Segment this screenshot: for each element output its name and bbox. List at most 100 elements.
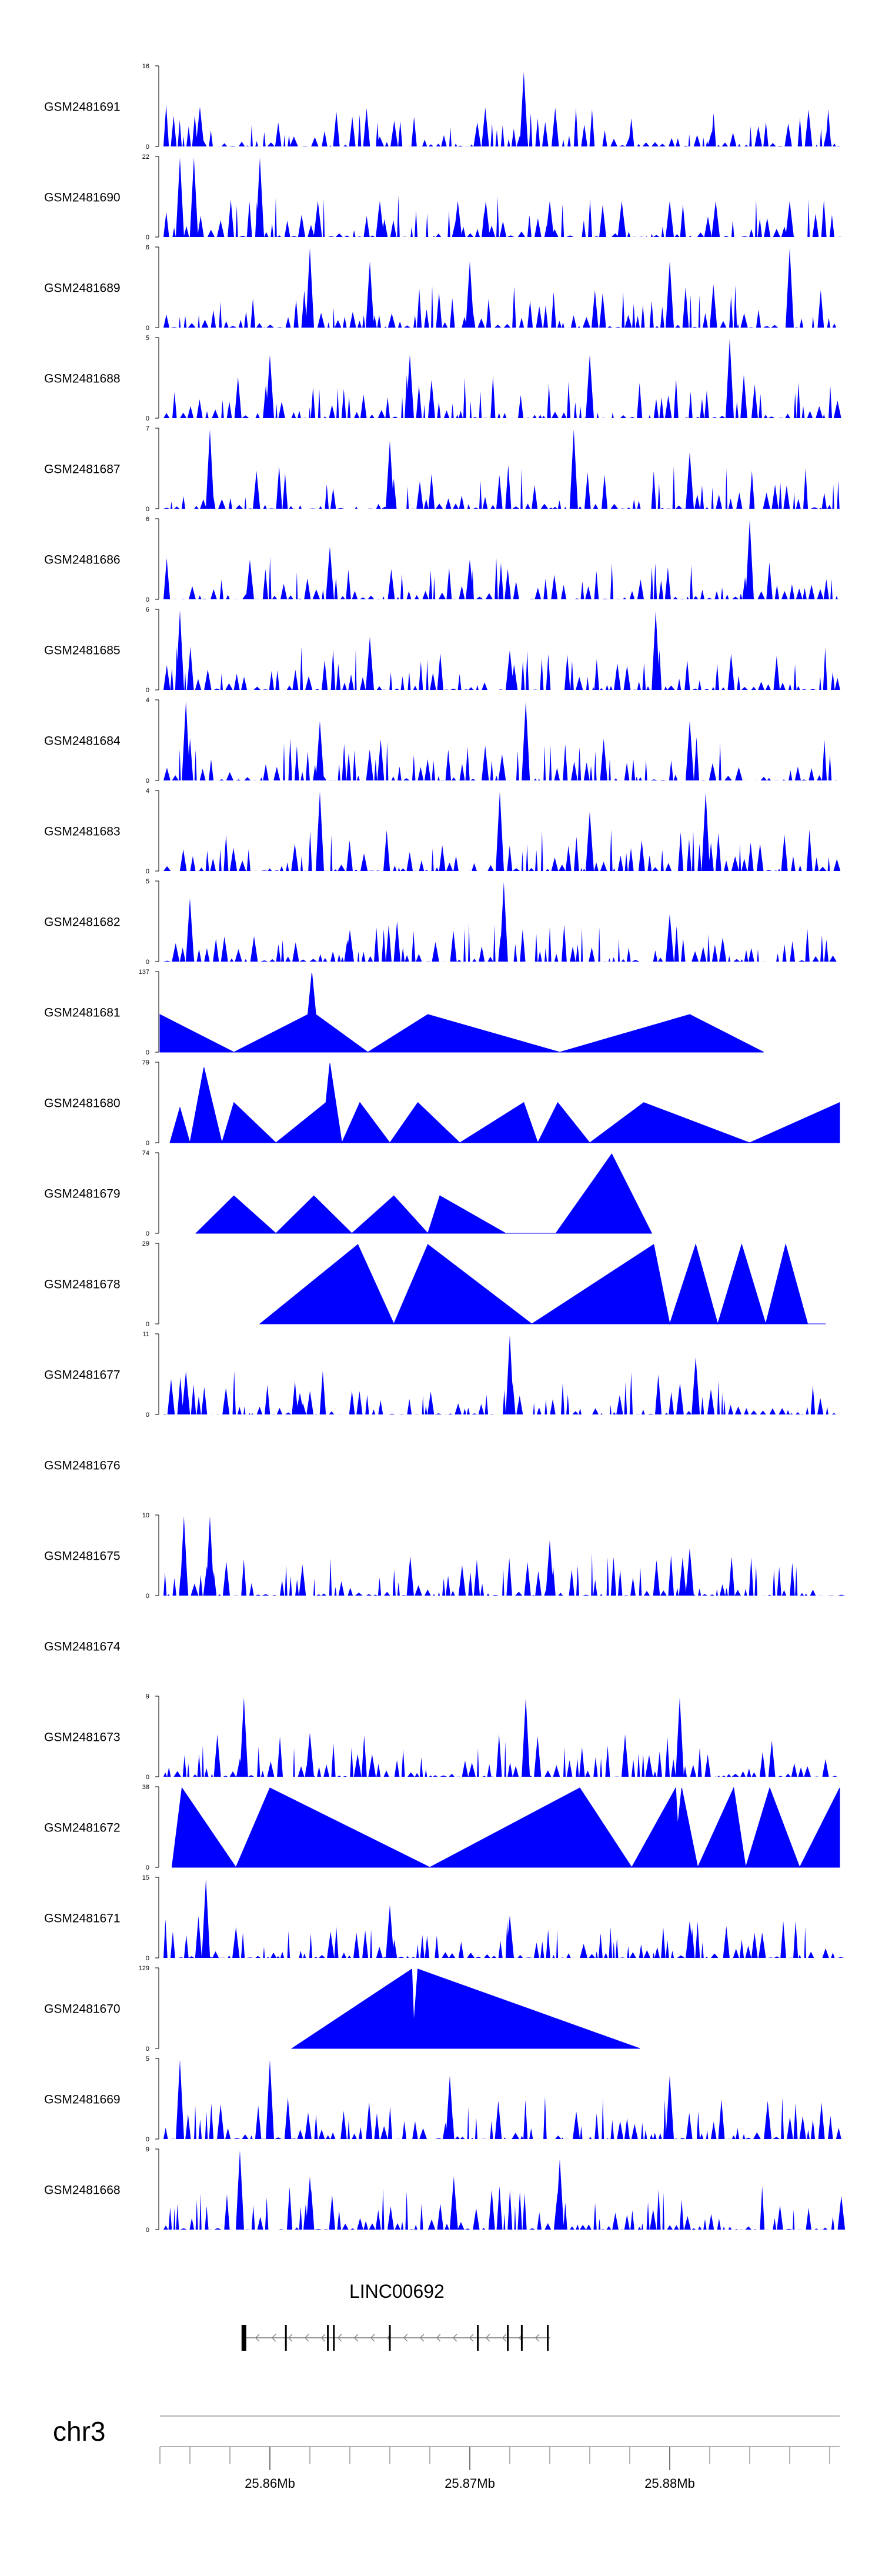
track: GSM2481669 5 0 — [44, 2056, 841, 2143]
peak — [306, 1733, 314, 1777]
peak — [519, 72, 528, 146]
peak — [189, 158, 198, 237]
track: GSM2481671 15 0 — [44, 1874, 844, 1962]
track-label: GSM2481689 — [44, 282, 121, 295]
peak — [666, 261, 674, 328]
gene-name: LINC00692 — [349, 2281, 445, 2302]
y-max-label: 9 — [146, 2146, 149, 2153]
track-label: GSM2481673 — [44, 1731, 121, 1744]
y-zero-label: 0 — [146, 1140, 149, 1147]
peak — [556, 2159, 564, 2230]
peak — [522, 1697, 530, 1777]
peak — [686, 452, 694, 509]
peak — [449, 2177, 458, 2230]
y-max-label: 129 — [139, 1965, 149, 1972]
peak — [686, 1548, 694, 1596]
peak — [666, 201, 674, 237]
strand-arrow — [337, 2334, 342, 2342]
peak — [686, 720, 694, 780]
track-label: GSM2481678 — [44, 1278, 121, 1292]
y-max-label: 7 — [146, 425, 149, 432]
peak — [256, 158, 264, 237]
track: GSM2481677 11 0 — [44, 1331, 840, 1419]
peak — [176, 2060, 184, 2139]
peak — [182, 701, 191, 780]
peak — [406, 355, 414, 418]
track-label: GSM2481682 — [44, 916, 121, 929]
coverage-area — [159, 972, 764, 1053]
chromosome-label: chr3 — [53, 2416, 105, 2447]
y-max-label: 137 — [139, 969, 149, 976]
y-max-label: 79 — [142, 1059, 149, 1066]
exon — [547, 2325, 549, 2351]
track: GSM2481690 22 0 — [44, 154, 842, 241]
track-label: GSM2481674 — [44, 1640, 121, 1654]
track: GSM2481679 74 0 — [44, 1150, 653, 1237]
track-label: GSM2481671 — [44, 1912, 121, 1926]
exon — [327, 2325, 329, 2351]
y-zero-label: 0 — [146, 1230, 149, 1237]
peak — [506, 1916, 514, 1958]
peak — [179, 1516, 188, 1596]
strand-arrow — [370, 2334, 375, 2342]
y-max-label: 4 — [146, 788, 149, 795]
peak — [546, 1540, 554, 1596]
peak — [652, 610, 660, 690]
peak — [676, 1697, 684, 1777]
strand-arrow — [419, 2334, 425, 2342]
peak — [266, 2060, 274, 2139]
y-max-label: 9 — [146, 1693, 149, 1700]
axis-tick-label: 25.88Mb — [644, 2476, 695, 2491]
peak — [666, 2076, 674, 2139]
track-label: GSM2481691 — [44, 101, 121, 114]
coverage-area — [160, 104, 841, 146]
strand-arrow — [436, 2334, 441, 2342]
peak — [306, 248, 314, 328]
exon — [333, 2325, 335, 2351]
strand-arrow — [485, 2334, 490, 2342]
y-max-label: 5 — [146, 335, 149, 342]
track: GSM2481682 5 0 — [44, 878, 840, 966]
coverage-area — [160, 829, 841, 871]
y-zero-label: 0 — [146, 1593, 149, 1600]
y-zero-label: 0 — [146, 1049, 149, 1056]
coverage-area — [259, 1243, 826, 1325]
peak — [289, 136, 298, 146]
y-zero-label: 0 — [146, 506, 149, 513]
track: GSM2481691 16 0 — [44, 63, 841, 151]
y-max-label: 4 — [146, 697, 149, 704]
peak — [506, 1335, 514, 1414]
track: GSM2481687 7 0 — [44, 425, 840, 513]
coverage-area — [171, 1787, 840, 1868]
peak — [266, 355, 274, 418]
y-max-label: 29 — [142, 1240, 149, 1247]
y-max-label: 38 — [142, 1784, 149, 1791]
peak — [453, 201, 462, 237]
y-zero-label: 0 — [146, 687, 149, 694]
y-max-label: 22 — [142, 154, 149, 161]
y-max-label: 10 — [142, 1512, 149, 1519]
peak — [186, 898, 194, 962]
exon — [520, 2325, 523, 2351]
y-zero-label: 0 — [146, 2227, 149, 2234]
peak — [466, 559, 474, 599]
peak — [746, 520, 754, 599]
track: GSM2481670 129 0 — [44, 1965, 640, 2053]
peak — [346, 930, 354, 962]
peak — [617, 201, 626, 237]
genome-axis: chr3 25.86Mb 25.87Mb 25.88Mb — [53, 2415, 840, 2491]
axis-tick-label: 25.87Mb — [445, 2476, 495, 2491]
peak — [823, 126, 832, 146]
track-label: GSM2481677 — [44, 1369, 121, 1382]
strand-arrow — [502, 2334, 507, 2342]
y-zero-label: 0 — [146, 1412, 149, 1419]
track: GSM2481681 137 0 — [44, 969, 764, 1056]
strand-arrow — [469, 2334, 474, 2342]
track-label: GSM2481668 — [44, 2184, 121, 2197]
track: GSM2481674 — [44, 1640, 121, 1654]
y-zero-label: 0 — [146, 2136, 149, 2143]
exon — [241, 2325, 246, 2351]
peak — [239, 1697, 248, 1777]
track-label: GSM2481679 — [44, 1187, 121, 1201]
peak — [326, 546, 334, 599]
